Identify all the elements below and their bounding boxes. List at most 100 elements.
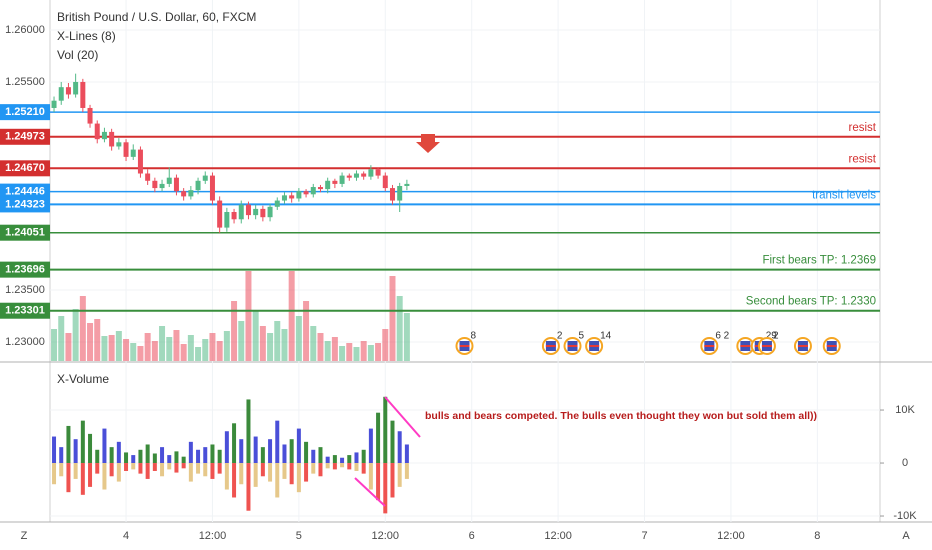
candle-body bbox=[224, 211, 230, 228]
xvolume-bar bbox=[116, 441, 121, 464]
x-tick-label: 7 bbox=[641, 530, 647, 542]
xvolume-bar bbox=[390, 420, 395, 464]
xvolume-bar bbox=[95, 463, 100, 474]
volume-bar bbox=[195, 347, 202, 361]
candle-body bbox=[195, 180, 201, 191]
xvolume-bar bbox=[167, 463, 172, 470]
volume-bar bbox=[159, 326, 166, 361]
xvolume-bar bbox=[52, 463, 57, 485]
volume-bar bbox=[324, 341, 331, 361]
xvolume-bar bbox=[217, 449, 222, 464]
volume-bar bbox=[180, 344, 187, 361]
xvolume-bar bbox=[131, 463, 136, 470]
xvolume-bar bbox=[138, 463, 143, 474]
xvolume-bar bbox=[167, 455, 172, 464]
trend-line bbox=[384, 396, 421, 438]
event-count: 8 bbox=[470, 331, 476, 342]
price-tag bbox=[0, 183, 50, 200]
candle-body bbox=[51, 100, 57, 108]
event-count: 29 bbox=[766, 331, 778, 342]
candle-body bbox=[274, 200, 280, 207]
candle-body bbox=[166, 177, 172, 184]
volume-bar bbox=[346, 343, 353, 361]
xvolume-bar bbox=[152, 463, 157, 471]
xvolume-bar bbox=[80, 463, 85, 495]
candle-body bbox=[209, 175, 215, 201]
price-tag-label: 1.24973 bbox=[5, 131, 45, 143]
xvolume-bar bbox=[260, 463, 265, 477]
candle-body bbox=[303, 191, 309, 195]
volume-bar bbox=[310, 326, 317, 361]
plot-layer: 4 12:00 5 12:00 6 12:00 7 12:00 8 1.26000 1.25500 1… bbox=[0, 0, 917, 542]
down-arrow bbox=[416, 134, 440, 153]
xvolume-bar bbox=[332, 455, 337, 464]
candle-body bbox=[353, 173, 359, 178]
event-count: 6 2 bbox=[715, 331, 729, 342]
candle-body bbox=[231, 211, 237, 220]
xvolume-bar bbox=[66, 425, 71, 464]
volume-bar bbox=[375, 343, 382, 361]
volume-bar bbox=[209, 333, 216, 361]
xvolume-bar bbox=[66, 463, 71, 493]
xvolume-bar bbox=[404, 444, 409, 464]
candle-body bbox=[339, 175, 345, 184]
x-tick-label: 12:00 bbox=[717, 530, 745, 542]
volume-bar bbox=[259, 326, 266, 361]
xvolume-bar bbox=[260, 447, 265, 464]
price-tag bbox=[0, 128, 50, 145]
volume-bar bbox=[360, 341, 367, 361]
y-tick-label: 10K bbox=[895, 404, 915, 416]
candle-body bbox=[87, 107, 93, 124]
xvolume-bar bbox=[174, 463, 179, 473]
y-tick-label: -10K bbox=[893, 510, 917, 522]
candle-body bbox=[289, 195, 295, 199]
volume-bar bbox=[187, 335, 194, 361]
candle-body bbox=[101, 131, 107, 140]
xvolume-bar bbox=[354, 452, 359, 464]
candle-body bbox=[65, 87, 71, 95]
xvolume-bar bbox=[361, 449, 366, 464]
volume-bar bbox=[123, 339, 130, 361]
volume-bar bbox=[231, 301, 238, 361]
candle-body bbox=[159, 183, 165, 189]
candle-body bbox=[109, 131, 115, 147]
xvolume-bar bbox=[52, 436, 57, 464]
volume-bar bbox=[137, 346, 144, 361]
xvolume-bar bbox=[196, 449, 201, 464]
x-tick-label: 4 bbox=[123, 530, 129, 542]
xvolume-bar bbox=[73, 439, 78, 464]
volume-bar bbox=[367, 345, 374, 361]
volume-bar bbox=[245, 271, 252, 361]
xvolume-bar bbox=[289, 463, 294, 485]
candle-body bbox=[173, 177, 179, 192]
volume-bar bbox=[101, 336, 108, 361]
xvolume-bar bbox=[304, 441, 309, 464]
toolbar-button[interactable]: A bbox=[902, 530, 910, 542]
price-tag bbox=[0, 196, 50, 213]
x-tick-label: 8 bbox=[814, 530, 820, 542]
candle-body bbox=[296, 191, 302, 199]
volume-bar bbox=[65, 333, 72, 361]
volume-bar bbox=[252, 311, 259, 361]
candle-body bbox=[80, 81, 86, 108]
xvolume-bar bbox=[95, 449, 100, 464]
price-tag bbox=[0, 261, 50, 278]
volume-bar bbox=[72, 309, 79, 361]
xvolume-bar bbox=[239, 463, 244, 485]
candle-body bbox=[245, 204, 251, 216]
pane-title: X-Volume bbox=[57, 372, 109, 386]
annotation: bulls and bears competed. The bulls even… bbox=[425, 410, 817, 422]
chart-title: British Pound / U.S. Dollar, 60, FXCM bbox=[57, 10, 256, 24]
candle-body bbox=[130, 149, 136, 157]
volume-bar bbox=[202, 339, 209, 361]
xvolume-bar bbox=[311, 463, 316, 474]
toolbar-button[interactable]: Z bbox=[21, 530, 28, 542]
xvolume-bar bbox=[246, 463, 251, 511]
xvolume-bar bbox=[376, 412, 381, 464]
volume-bar bbox=[339, 346, 346, 361]
xvolume-bar bbox=[232, 423, 237, 464]
xvolume-bar bbox=[397, 431, 402, 464]
volume-bar bbox=[166, 337, 173, 361]
candle-body bbox=[188, 190, 194, 197]
candle-body bbox=[202, 175, 208, 181]
